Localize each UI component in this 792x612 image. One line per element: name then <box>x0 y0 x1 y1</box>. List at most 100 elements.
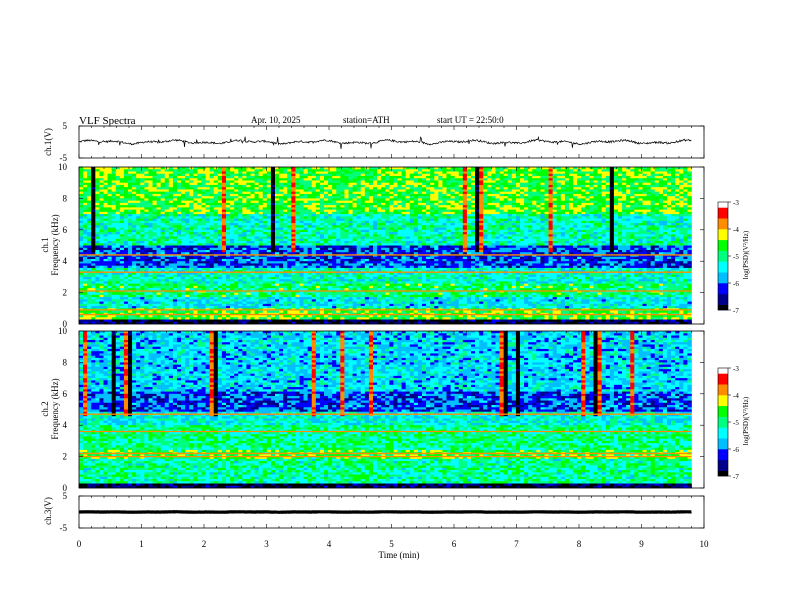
ch1-spec-cell <box>185 292 190 296</box>
ch1-spec-cell <box>189 223 194 226</box>
ch1-spec-cell <box>217 272 223 275</box>
ch1-spec-cell <box>119 167 125 170</box>
ch1-spec-cell <box>328 245 333 249</box>
ch1-spec-cell <box>291 211 296 215</box>
ch1-spec-cell <box>303 276 308 280</box>
ch1-spec-cell <box>99 285 104 289</box>
ch1-spec-cell <box>132 236 137 240</box>
ch1-spec-cell <box>226 317 231 320</box>
ch1-spec-cell <box>91 252 96 255</box>
ch1-spec-cell <box>181 211 186 215</box>
ch1-spec-cell <box>156 187 161 190</box>
ch1-spec-cell <box>348 196 353 199</box>
ch1-spec-cell <box>193 319 198 323</box>
ch1-spec-cell <box>328 299 333 302</box>
ch1-spec-cell <box>107 254 112 258</box>
ch1-spec-cell <box>172 191 178 195</box>
ch1-spec-cell <box>213 319 219 323</box>
ch1-spec-cell <box>140 232 145 235</box>
ch1-spec-cell <box>348 178 353 181</box>
ch1-spec-cell <box>111 301 117 305</box>
ch1-spec-cell <box>254 249 259 253</box>
ch1-spec-cell <box>99 265 104 269</box>
ch1-spec-cell <box>283 281 288 284</box>
ch1-spec-cell <box>177 252 182 255</box>
ch1-spec-cell <box>128 173 133 177</box>
ch1-spec-cell <box>238 200 243 204</box>
ch1-spec-cell <box>291 227 296 231</box>
ch1-spec-cell <box>132 288 137 291</box>
ch1-spec-cell <box>152 180 157 183</box>
ch1-spec-cell <box>295 247 300 251</box>
ch1-spec-cell <box>319 227 325 231</box>
ch1-spec-cell <box>177 169 182 172</box>
ch1-spec-cell <box>103 169 108 172</box>
ch1-spec-cell <box>283 180 288 183</box>
ch1-spec-cell <box>197 196 202 199</box>
ch1-spec-cell <box>356 200 362 204</box>
ch1-spec-cell <box>136 245 141 249</box>
ch1-spec-cell <box>352 187 357 190</box>
ch1-spec-cell <box>83 317 88 320</box>
ch1-spec-cell <box>201 214 206 217</box>
ch1-spec-cell <box>83 191 88 195</box>
ch1-spec-cell <box>352 180 357 183</box>
ch1-spec-cell <box>221 303 227 307</box>
ch1-spec-cell <box>123 225 129 228</box>
ch1-spec-cell <box>168 252 174 255</box>
ch1-spec-cell <box>319 207 325 210</box>
ch1-spec-cell <box>119 317 125 320</box>
ch1-spec-cell <box>291 187 296 190</box>
ch1-spec-cell <box>226 256 231 260</box>
ch1-spec-cell <box>83 285 88 289</box>
ch1-spec-cell <box>242 189 247 192</box>
ch1-spec-cell <box>324 299 329 302</box>
ch1-spec-cell <box>185 283 190 287</box>
ch1-spec-cell <box>262 321 268 325</box>
ch1-spec-cell <box>168 171 174 175</box>
ch1-spec-cell <box>91 288 96 291</box>
ch1-spec-cell <box>115 232 121 235</box>
ch1-spec-cell <box>197 272 202 275</box>
ch1-spec-cell <box>87 209 92 213</box>
ch1-spec-cell <box>324 209 329 213</box>
ch1-spec-cell <box>152 252 157 255</box>
ch1-spec-cell <box>99 214 104 217</box>
ch1-spec-cell <box>319 319 325 323</box>
ch1-spec-cell <box>128 171 133 175</box>
ch1-spec-cell <box>238 276 243 280</box>
ch1-spec-cell <box>181 301 186 305</box>
ch1-spec-cell <box>246 288 251 291</box>
ch1-spec-cell <box>250 187 255 190</box>
ch1-spec-cell <box>254 169 259 172</box>
ch1-spec-cell <box>332 229 337 233</box>
ch1-spec-cell <box>324 245 329 249</box>
ch1-spec-cell <box>262 299 268 302</box>
ch1-spec-cell <box>226 243 231 246</box>
ch1-spec-cell <box>164 205 170 208</box>
ch1-spec-cell <box>123 178 129 181</box>
ch1-spec-cell <box>160 191 166 195</box>
ch1-spec-cell <box>311 294 317 298</box>
ch1-spec-cell <box>83 310 88 314</box>
ch1-spec-cell <box>217 319 223 323</box>
ch1-spec-cell <box>315 241 321 244</box>
ch1-spec-cell <box>205 184 210 188</box>
ch1-spec-cell <box>79 211 84 215</box>
ch1-spec-cell <box>311 310 317 314</box>
ch1-spec-cell <box>328 227 333 231</box>
ch1-spec-cell <box>99 232 104 235</box>
ch1-spec-cell <box>185 285 190 289</box>
ch1-spec-cell <box>160 227 166 231</box>
ch1-spec-cell <box>156 272 161 275</box>
ch1-spec-cell <box>107 167 112 170</box>
ch1-spec-cell <box>303 310 308 314</box>
ch1-spec-cell <box>352 171 357 175</box>
ch1-spec-cell <box>283 258 288 262</box>
ch1-spec-cell <box>205 205 210 208</box>
ch1-spec-cell <box>140 303 145 307</box>
ch1-spec-cell <box>160 232 166 235</box>
ch1-spec-cell <box>123 274 129 278</box>
ch1-spec-cell <box>262 241 268 244</box>
